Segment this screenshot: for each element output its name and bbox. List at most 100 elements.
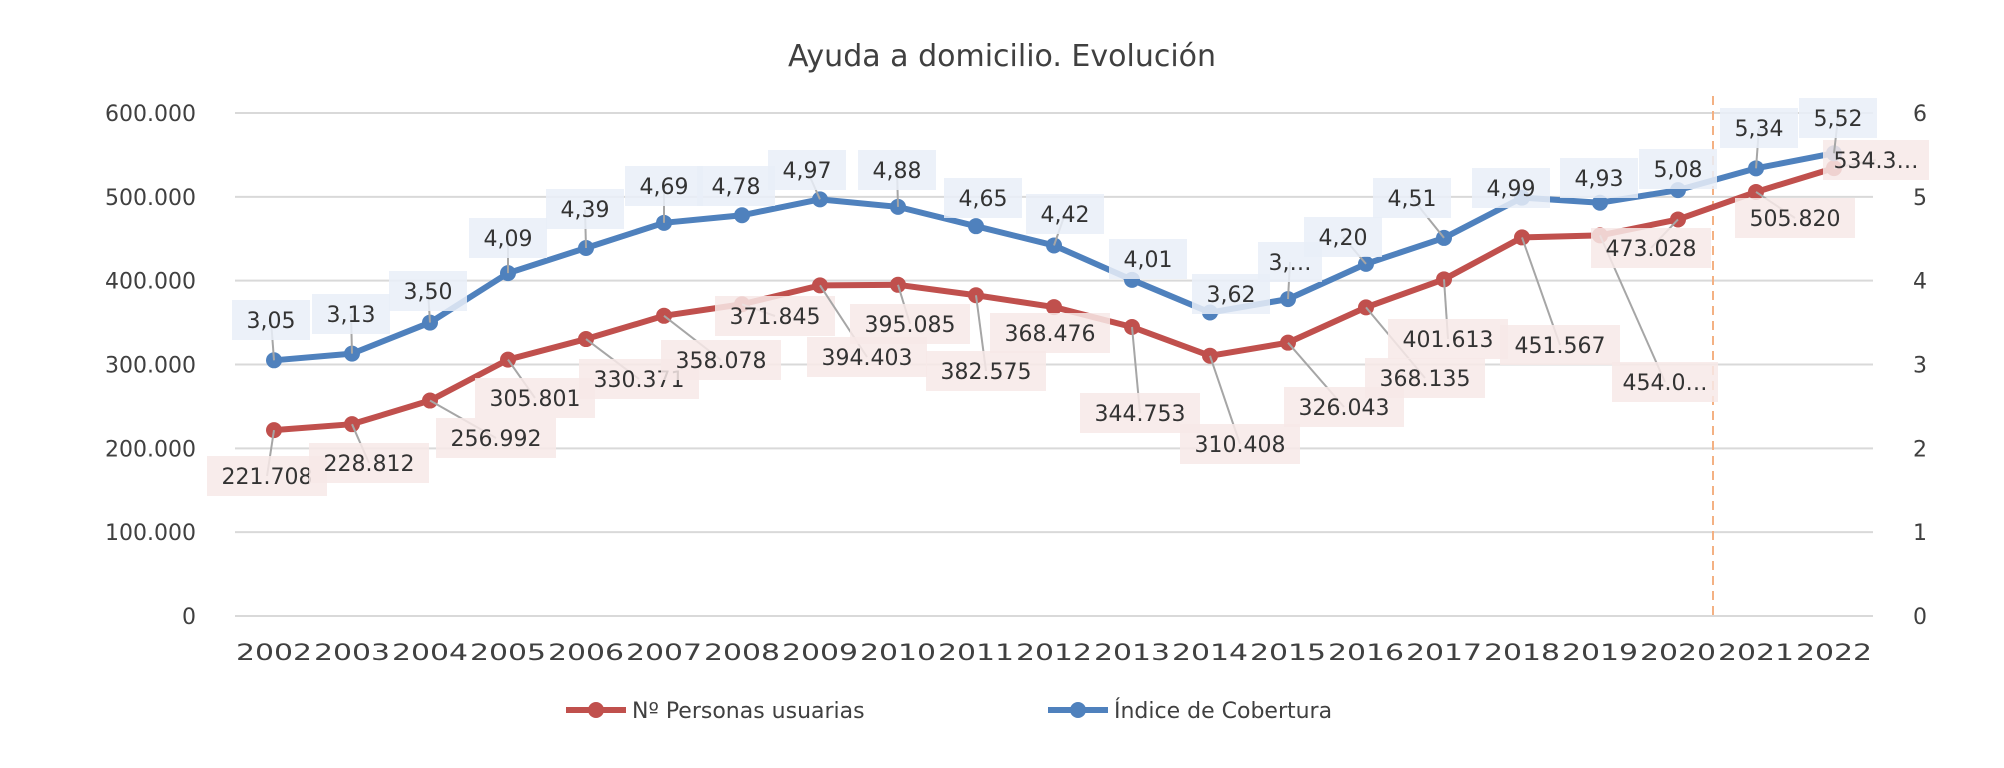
data-label: 4,09 <box>484 227 533 252</box>
data-label: 326.043 <box>1299 396 1390 421</box>
x-tick-label: 2006 <box>548 641 624 666</box>
x-tick-label: 2018 <box>1484 641 1560 666</box>
data-labels: 221.708228.812256.992305.801330.371358.0… <box>207 98 1929 496</box>
data-label: 5,08 <box>1654 158 1703 183</box>
x-tick-label: 2003 <box>314 641 390 666</box>
data-label-box <box>1720 108 1798 148</box>
data-label-box <box>926 351 1046 391</box>
y-axis-right: 0 1 2 3 4 5 6 <box>1913 102 1927 630</box>
data-label: 4,93 <box>1575 167 1624 192</box>
y-left-tick-label: 100.000 <box>105 521 196 546</box>
legend-swatch-marker <box>588 702 604 718</box>
y-left-tick-label: 0 <box>182 605 196 630</box>
legend-swatch-marker <box>1070 702 1086 718</box>
data-label: 228.812 <box>324 452 415 477</box>
data-label: 505.820 <box>1750 207 1841 232</box>
data-label: 3,13 <box>327 303 376 328</box>
y-right-tick-label: 4 <box>1913 270 1927 295</box>
y-left-tick-label: 600.000 <box>105 102 196 127</box>
x-tick-label: 2022 <box>1796 641 1872 666</box>
data-label-box <box>850 304 970 344</box>
data-label: 344.753 <box>1095 402 1186 427</box>
x-tick-label: 2010 <box>860 641 936 666</box>
data-label-box <box>1823 140 1929 180</box>
data-label: 473.028 <box>1606 237 1697 262</box>
data-label: 4,97 <box>783 159 832 184</box>
data-label: 371.845 <box>730 305 821 330</box>
chart-title: Ayuda a domicilio. Evolución <box>788 39 1216 74</box>
data-point <box>1046 299 1062 316</box>
data-label-box <box>768 150 846 190</box>
x-tick-label: 2007 <box>626 641 702 666</box>
data-label: 3,05 <box>247 309 296 334</box>
legend-item-personas[interactable]: Nº Personas usuarias <box>566 699 865 724</box>
data-label-box <box>1373 178 1451 218</box>
data-point <box>1592 194 1608 211</box>
x-tick-label: 2009 <box>782 641 858 666</box>
y-axis-left: 0 100.000 200.000 300.000 400.000 500.000 600.… <box>105 102 196 630</box>
x-tick-label: 2013 <box>1094 641 1170 666</box>
data-label: 454.0… <box>1623 371 1708 396</box>
data-label: 3,62 <box>1207 283 1256 308</box>
data-label-box <box>1591 228 1711 268</box>
data-label: 4,69 <box>640 175 689 200</box>
data-label: 368.476 <box>1005 322 1096 347</box>
data-label-box <box>232 300 310 340</box>
data-label: 4,42 <box>1041 203 1090 228</box>
data-label: 310.408 <box>1195 433 1286 458</box>
data-label-box <box>1304 217 1382 257</box>
data-label-box <box>1388 319 1508 359</box>
data-label: 4,51 <box>1388 187 1437 212</box>
data-label-box <box>1735 198 1855 238</box>
data-label-box <box>1799 98 1877 138</box>
data-label-box <box>1026 194 1104 234</box>
data-label-box <box>697 166 775 206</box>
data-label-box <box>858 150 936 190</box>
x-tick-label: 2016 <box>1328 641 1404 666</box>
data-label: 3,50 <box>404 280 453 305</box>
data-point <box>734 207 750 224</box>
data-label-box <box>1612 362 1718 402</box>
data-label: 4,39 <box>561 198 610 223</box>
data-label-box <box>436 418 556 458</box>
legend-label: Índice de Cobertura <box>1114 698 1332 724</box>
x-tick-label: 2011 <box>938 641 1014 666</box>
x-tick-label: 2005 <box>470 641 546 666</box>
data-label: 382.575 <box>941 360 1032 385</box>
x-tick-label: 2012 <box>1016 641 1092 666</box>
legend-item-indice[interactable]: Índice de Cobertura <box>1048 698 1332 724</box>
y-right-tick-label: 6 <box>1913 102 1927 127</box>
data-label: 4,65 <box>959 187 1008 212</box>
x-tick-label: 2014 <box>1172 641 1248 666</box>
data-label-box <box>546 189 624 229</box>
data-label-box <box>1109 239 1187 279</box>
data-label: 305.801 <box>490 387 581 412</box>
data-label-box <box>1560 158 1638 198</box>
y-left-tick-label: 200.000 <box>105 437 196 462</box>
data-label-box <box>715 296 835 336</box>
data-label-box <box>312 294 390 334</box>
data-label: 4,20 <box>1319 226 1368 251</box>
data-point <box>968 218 984 235</box>
x-tick-label: 2004 <box>392 641 468 666</box>
data-label-box <box>990 313 1110 353</box>
data-label: 4,88 <box>873 159 922 184</box>
y-right-tick-label: 0 <box>1913 605 1927 630</box>
x-axis: 2002 2003 2004 2005 2006 2007 2008 2009 2010 2011… <box>236 641 1872 666</box>
data-label-box <box>207 456 327 496</box>
legend-label: Nº Personas usuarias <box>632 699 865 724</box>
y-right-tick-label: 5 <box>1913 186 1927 211</box>
data-label: 451.567 <box>1515 334 1606 359</box>
data-label-box <box>1639 149 1717 189</box>
data-label-box <box>1180 424 1300 464</box>
x-tick-label: 2020 <box>1640 641 1716 666</box>
data-label: 401.613 <box>1403 328 1494 353</box>
data-label-box <box>309 443 429 483</box>
x-tick-label: 2019 <box>1562 641 1638 666</box>
data-label-box <box>1472 168 1550 208</box>
data-label-box <box>661 340 781 380</box>
data-label-box <box>389 271 467 311</box>
data-label-box <box>1500 325 1620 365</box>
y-right-tick-label: 3 <box>1913 354 1927 379</box>
